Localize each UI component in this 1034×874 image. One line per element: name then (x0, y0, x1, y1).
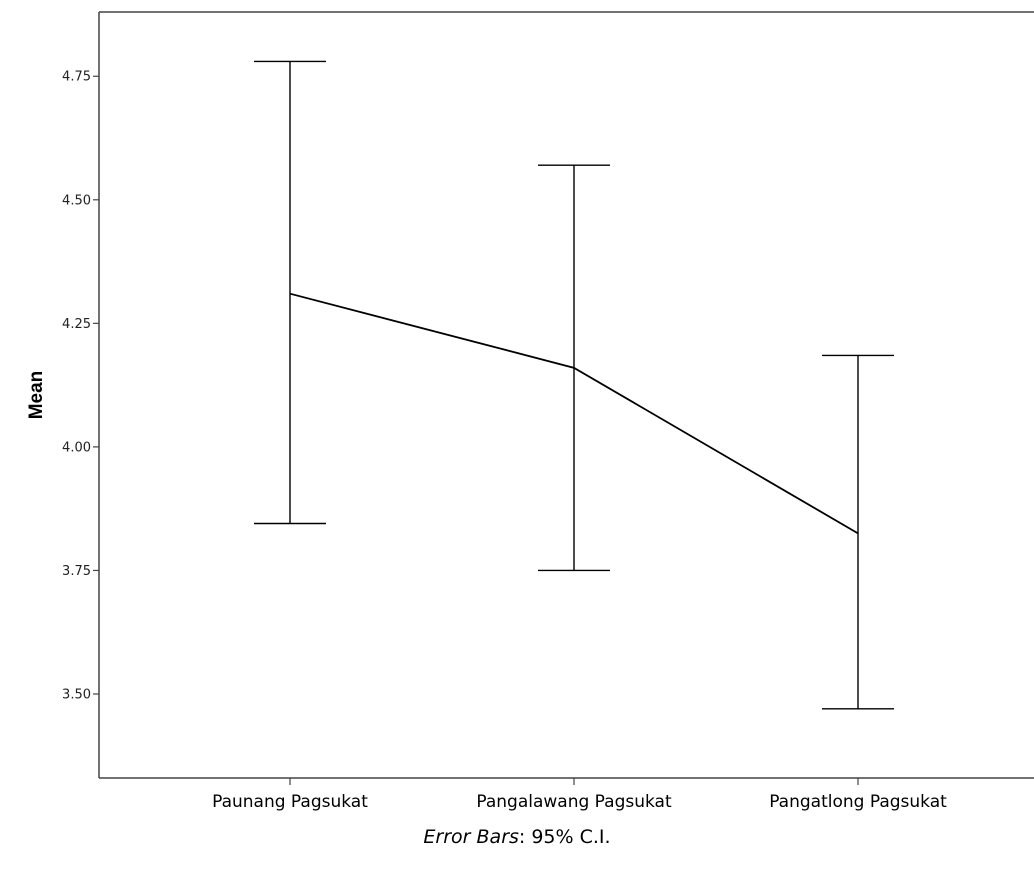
mean-line (289, 292, 859, 535)
y-axis: 3.50 3.75 4.00 4.25 4.50 4.75 (62, 70, 99, 702)
footnote-italic: Error Bars (423, 826, 519, 848)
y-tick-label: 4.25 (62, 317, 91, 332)
y-axis-title: Mean (26, 371, 47, 420)
series (254, 60, 894, 710)
y-tick-label: 3.75 (62, 564, 91, 579)
x-tick-label: Pangatlong Pagsukat (769, 792, 947, 812)
error-bar (254, 60, 326, 525)
error-bar (822, 354, 894, 710)
x-tick-label: Paunang Pagsukat (212, 792, 368, 812)
y-tick-label: 3.50 (62, 687, 91, 702)
plot-frame (98, 11, 1034, 779)
footnote-rest: : 95% C.I. (519, 826, 611, 848)
error-bars-footnote: Error Bars: 95% C.I. (423, 826, 610, 848)
y-tick-label: 4.00 (62, 440, 91, 455)
y-tick-label: 4.50 (62, 193, 91, 208)
y-tick-label: 4.75 (62, 70, 91, 85)
x-tick-label: Pangalawang Pagsukat (476, 792, 672, 812)
x-axis: Paunang Pagsukat Pangalawang Pagsukat Pang… (212, 778, 947, 812)
